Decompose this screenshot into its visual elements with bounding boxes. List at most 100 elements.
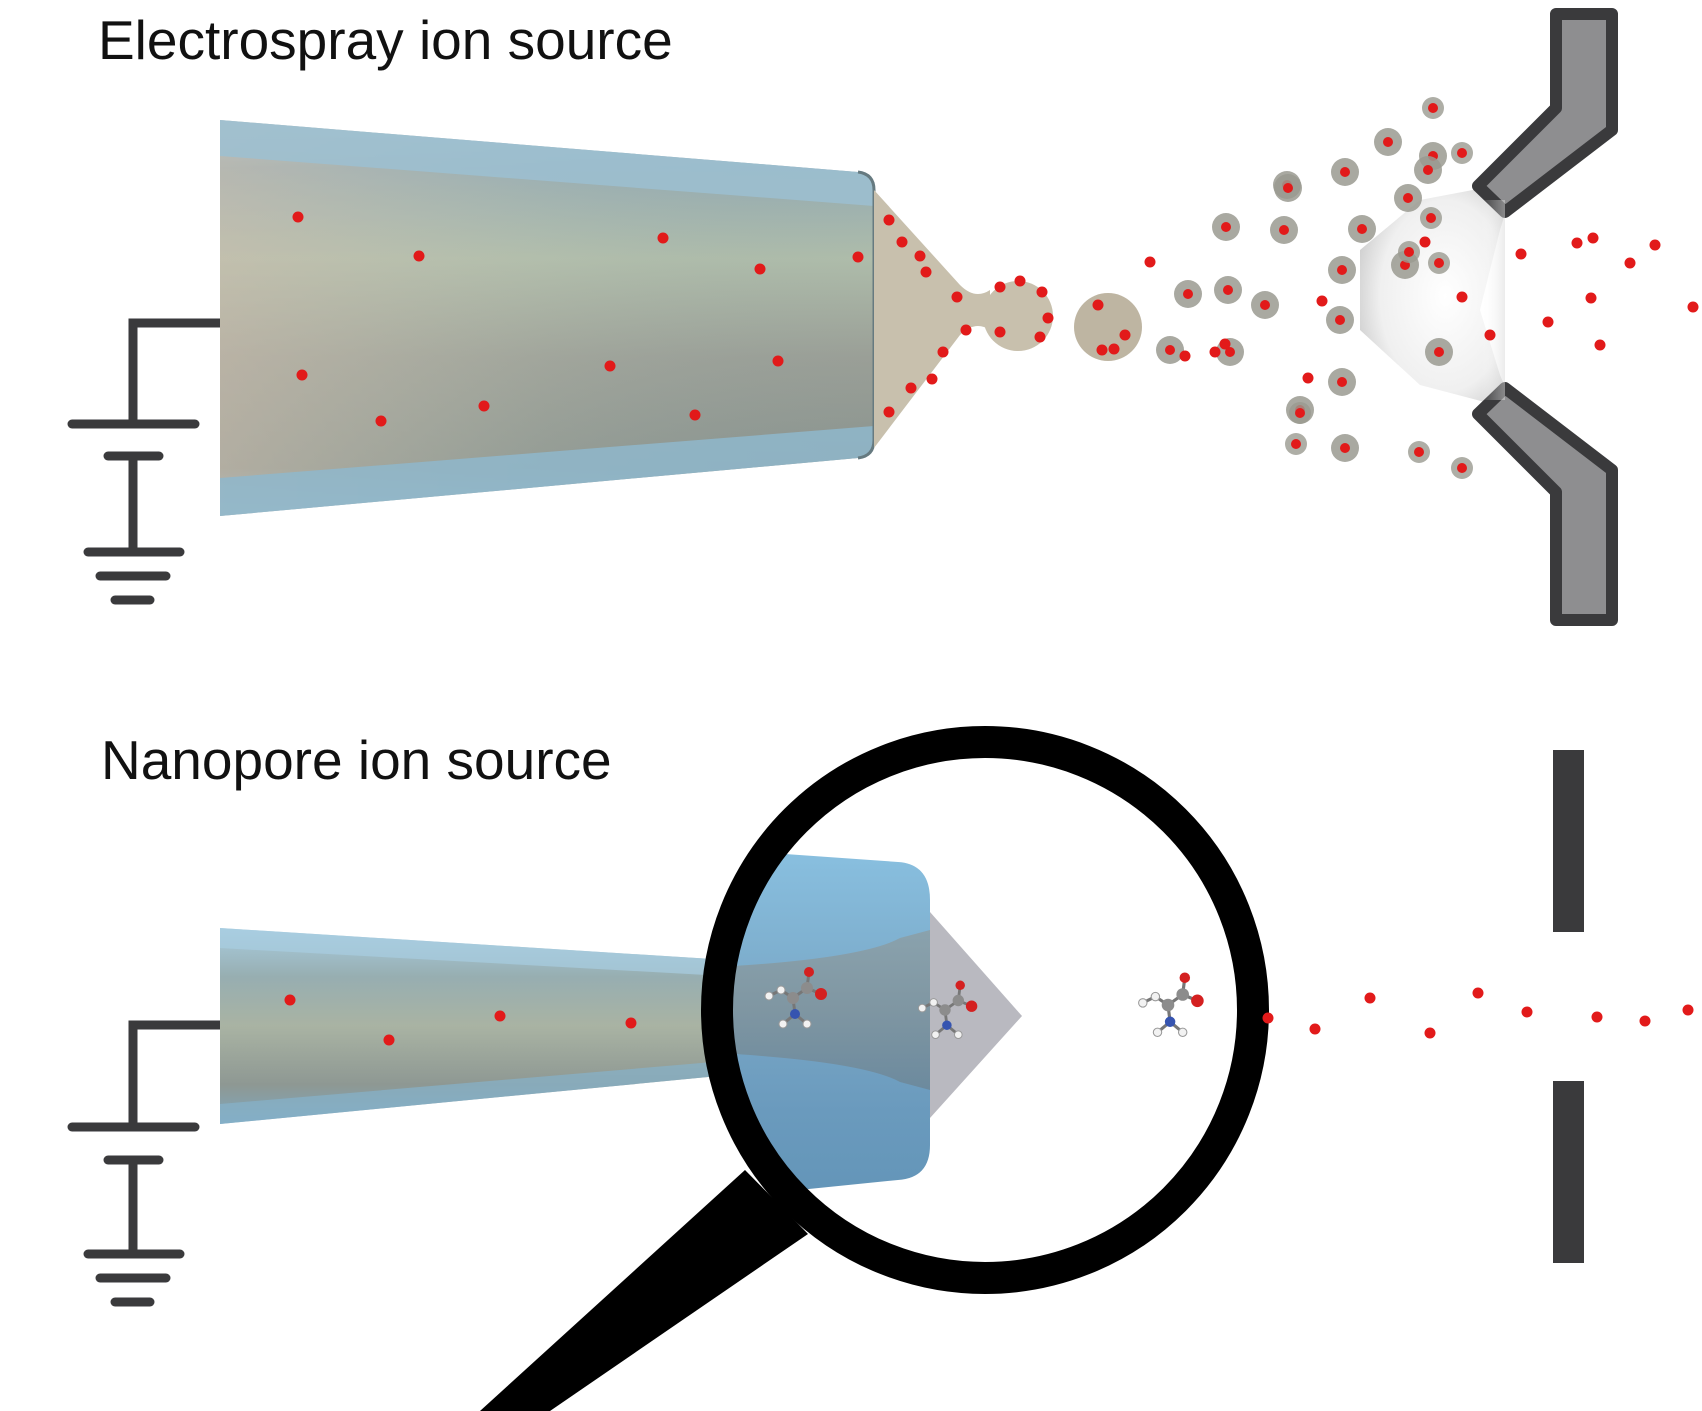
ion [657,232,669,244]
ground-symbol [83,547,185,605]
ion [883,406,895,418]
ion [883,214,895,226]
ion [1119,329,1131,341]
ion [920,266,932,278]
ion [1364,992,1376,1004]
ion [383,1034,395,1046]
charged-droplet [1289,402,1311,424]
charged-droplet [1174,280,1202,308]
inlet-plate-upper [1553,750,1584,932]
ion [1179,350,1191,362]
ion [1092,299,1104,311]
charged-droplet [1425,338,1453,366]
ion [292,211,304,223]
ion [1262,1012,1274,1024]
panel-title-electrospray: Electrospray ion source [98,9,673,71]
charged-droplet [1348,215,1376,243]
ion-group-bottom [284,987,1694,1046]
charged-droplet [1408,441,1430,463]
charged-droplet [1326,306,1354,334]
charged-droplet [1328,368,1356,396]
charged-droplet [1274,174,1302,202]
charged-droplet [1451,457,1473,479]
ion [951,291,963,303]
ion [494,1010,506,1022]
taylor-cone [874,190,990,448]
ion [1591,1011,1603,1023]
molecule-icon [764,967,827,1029]
ion [1108,343,1120,355]
ion [1419,236,1431,248]
ion [1316,295,1328,307]
ion [1687,301,1699,313]
ms-inlet-top [1472,8,1618,626]
molecule-icon [917,980,978,1039]
ion [1682,1004,1694,1016]
ion [1309,1023,1321,1035]
charged-droplet [1214,276,1242,304]
capillary-rim-top [220,120,874,206]
ion [478,400,490,412]
charged-droplet [1212,213,1240,241]
ion [772,355,784,367]
ion [296,369,308,381]
charged-droplet [1328,256,1356,284]
ion [1484,329,1496,341]
ion [1594,339,1606,351]
panel-title-nanopore: Nanopore ion source [101,729,612,791]
magnifying-glass-icon [480,726,1269,1411]
ion [1302,372,1314,384]
ion [1472,987,1484,999]
ground-symbol [83,1249,185,1307]
ion [1096,344,1108,356]
ion [960,324,972,336]
magnified-view [717,742,1253,1278]
ion [1639,1015,1651,1027]
inlet-plate-lower [1553,1081,1584,1263]
charged-droplet [1428,252,1450,274]
ion [1014,275,1026,287]
charged-droplet [1420,207,1442,229]
molecule-group [764,967,1204,1039]
ion [1587,232,1599,244]
ion [1585,292,1597,304]
charged-droplet [1331,158,1359,186]
ion [1571,237,1583,249]
droplet-group [1156,97,1473,479]
circuit-bottom [67,1020,353,1307]
gas-cloud [1360,182,1515,410]
capillary-rim-bottom [220,426,874,516]
molecule-icon [1138,972,1204,1038]
ion [1624,257,1636,269]
ion [852,251,864,263]
ion [1424,1027,1436,1039]
ion [994,281,1006,293]
ion [604,360,616,372]
ion [375,415,387,427]
nanopore-panel [67,726,1694,1411]
released-droplet [1074,293,1142,361]
ion [284,994,296,1006]
ion [905,382,917,394]
ion [754,263,766,275]
charged-droplet [1451,142,1473,164]
charged-droplet [1285,433,1307,455]
ion [926,373,938,385]
charged-droplet [1331,434,1359,462]
ion [937,346,949,358]
charged-droplet [1156,336,1184,364]
ion [1219,338,1231,350]
ion [1649,239,1661,251]
electrospray-panel [67,8,1699,626]
ion [1036,286,1048,298]
ion [1209,346,1221,358]
ion [1144,256,1156,268]
electrolyte-cone [930,912,1022,1118]
magnified-core [717,930,930,1090]
ion [914,250,926,262]
ion [896,236,908,248]
ion [689,409,701,421]
ion [625,1017,637,1029]
capillary-top [220,120,876,516]
